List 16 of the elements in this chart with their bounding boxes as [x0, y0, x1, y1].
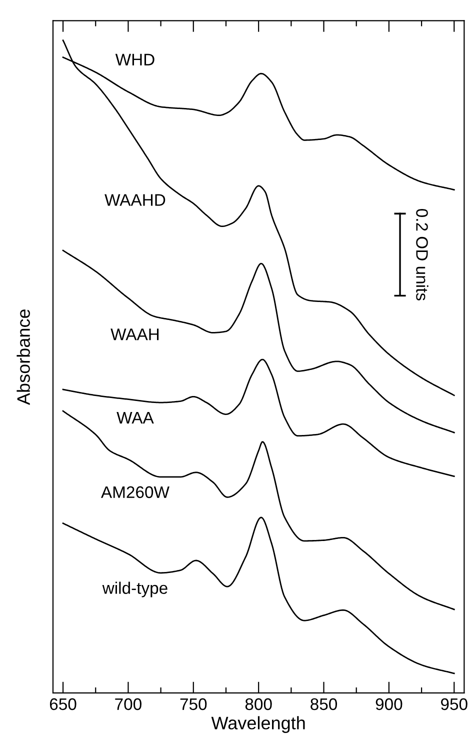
series-label: WHD [115, 54, 154, 66]
series-label: AM260W [100, 486, 170, 498]
series-label: WAAH [110, 328, 159, 340]
series-label: wild-type [102, 582, 168, 598]
annotation: 0.2 OD units [416, 208, 428, 300]
y-axis-title: Absorbance [16, 309, 30, 405]
x-tick-label: 850 [310, 698, 338, 710]
x-tick-label: 650 [50, 698, 76, 710]
x-tick-label: 800 [245, 698, 272, 710]
series-label: WAA [116, 412, 154, 424]
x-tick-label: 750 [180, 698, 207, 710]
x-axis-title: Wavelength [211, 716, 305, 733]
x-tick-label: 950 [441, 698, 468, 710]
x-tick-label: 900 [376, 698, 402, 710]
x-tick-label: 700 [115, 698, 142, 710]
series-label: WAAHD [104, 194, 166, 206]
